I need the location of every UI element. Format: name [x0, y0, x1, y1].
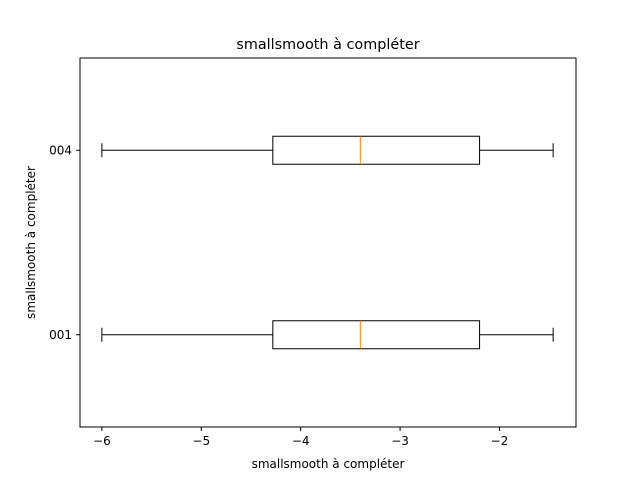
- plot-layer: [101, 135, 554, 350]
- x-axis-label: smallsmooth à compléter: [252, 457, 405, 471]
- y-axis-label: smallsmooth à compléter: [24, 166, 38, 319]
- x-tick-label: −6: [93, 434, 111, 448]
- x-axis-ticks: −6 −5 −4 −3 −2: [93, 427, 508, 448]
- y-tick-label: 004: [49, 143, 72, 157]
- box-001: [272, 320, 481, 350]
- chart-title: smallsmooth à compléter: [236, 37, 419, 53]
- x-tick-label: −3: [391, 434, 409, 448]
- box-group-001: [101, 320, 554, 350]
- box-004: [272, 135, 481, 165]
- y-tick-label: 001: [49, 328, 72, 342]
- x-tick-label: −5: [192, 434, 210, 448]
- box-group-004: [101, 135, 554, 165]
- x-tick-label: −2: [491, 434, 509, 448]
- plot-frame: [79, 57, 577, 428]
- x-tick-label: −4: [292, 434, 310, 448]
- y-axis-ticks: 001 004: [49, 143, 80, 342]
